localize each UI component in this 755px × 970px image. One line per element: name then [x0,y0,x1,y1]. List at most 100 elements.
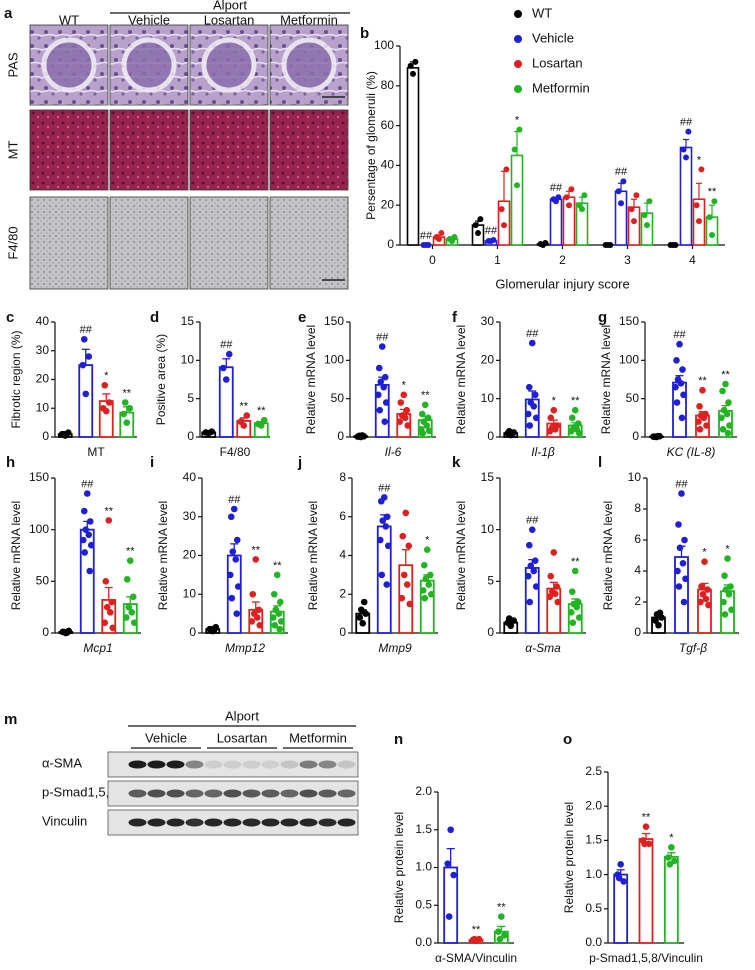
significance-label: * [702,547,707,559]
micrograph [269,196,349,290]
data-point [726,422,733,429]
significance-label: * [515,114,520,126]
data-point [423,422,431,429]
data-point [675,583,683,590]
y-tick-label: 10 [36,400,50,414]
bar [638,838,654,944]
data-point [219,364,227,372]
data-point [550,196,557,203]
significance-label: ** [708,186,717,198]
blot-band [280,760,299,769]
y-tick-label: 0 [387,237,394,251]
data-point [680,146,687,153]
blot-band [128,760,147,769]
data-point [679,559,687,567]
significance-label: ## [220,339,233,351]
panel-letter: n [394,731,403,748]
data-point [83,490,91,497]
blot-band [166,818,185,827]
panel-letter: o [563,731,572,748]
row-label: F4/80 [5,226,20,259]
data-point [397,399,405,406]
x-axis-label: MT [87,445,105,459]
data-point [253,614,261,621]
data-point [362,610,370,617]
x-axis-label: KC (IL-8) [667,445,716,459]
data-point [615,188,622,195]
significance-label: ** [257,405,266,417]
data-point [709,232,715,239]
data-point [376,536,384,544]
y-tick-label: 50 [626,391,640,405]
blot-band [318,789,337,798]
glomerulus [121,37,177,93]
data-point [680,598,688,606]
y-tick-label: 0 [189,625,196,639]
y-axis-label: Relative mRNA level [156,501,170,610]
panel-letter: k [452,454,461,471]
significance-label: ** [239,400,248,412]
data-point [505,615,513,622]
data-point [225,350,233,358]
data-point [410,70,416,77]
data-point [128,609,136,616]
blot-label: p-Smad1,5,8 [42,784,116,799]
data-point [671,857,678,865]
panel-letter: g [598,309,607,326]
significance-label: ## [485,225,498,237]
data-point [682,575,689,583]
significance-label: ** [721,369,730,381]
significance-label: ## [615,166,628,178]
data-point [382,523,390,530]
data-point [683,154,689,161]
blot-band [204,789,223,798]
y-tick-label: 10 [628,470,642,484]
micrograph [109,196,189,290]
data-point [472,222,479,229]
blot-label: α-SMA [42,755,82,770]
lane-group-label: Vehicle [145,730,187,745]
data-point [725,399,732,406]
data-point [82,390,90,398]
y-tick-label: 10 [481,391,495,405]
data-point [412,58,419,65]
y-tick-label: 2 [339,586,346,600]
data-point [530,567,538,575]
data-point [676,340,683,348]
data-point [357,606,365,614]
data-point [425,581,433,588]
y-tick-label: 1.5 [585,833,602,847]
y-tick-label: 40 [183,470,197,484]
x-tick-label: 1 [494,253,501,267]
significance-label: ## [81,478,94,490]
blot-band [223,760,242,769]
data-point [667,242,674,248]
blot-band [261,818,280,827]
data-point [475,230,481,237]
data-point [248,618,256,625]
data-point [724,555,731,562]
data-point [705,601,712,609]
data-point [381,373,389,381]
data-point [422,575,430,583]
data-point [446,236,453,243]
blot-band [223,789,242,798]
data-point [427,590,435,598]
data-point [568,414,576,422]
y-tick-label: 8 [339,470,346,484]
data-point [233,536,241,544]
data-point [677,380,685,387]
data-point [275,610,283,617]
significance-label: * [104,370,109,382]
data-point [554,598,562,606]
data-point [607,242,614,248]
y-axis-label: Relative mRNA level [454,325,468,434]
data-point [615,874,623,882]
y-axis-label: Persentage of glomeruli (%) [364,71,378,220]
y-tick-label: 10 [183,586,197,600]
data-point [697,598,704,606]
y-tick-label: 8 [634,501,641,515]
y-tick-label: 30 [481,314,495,328]
data-point [425,242,432,248]
